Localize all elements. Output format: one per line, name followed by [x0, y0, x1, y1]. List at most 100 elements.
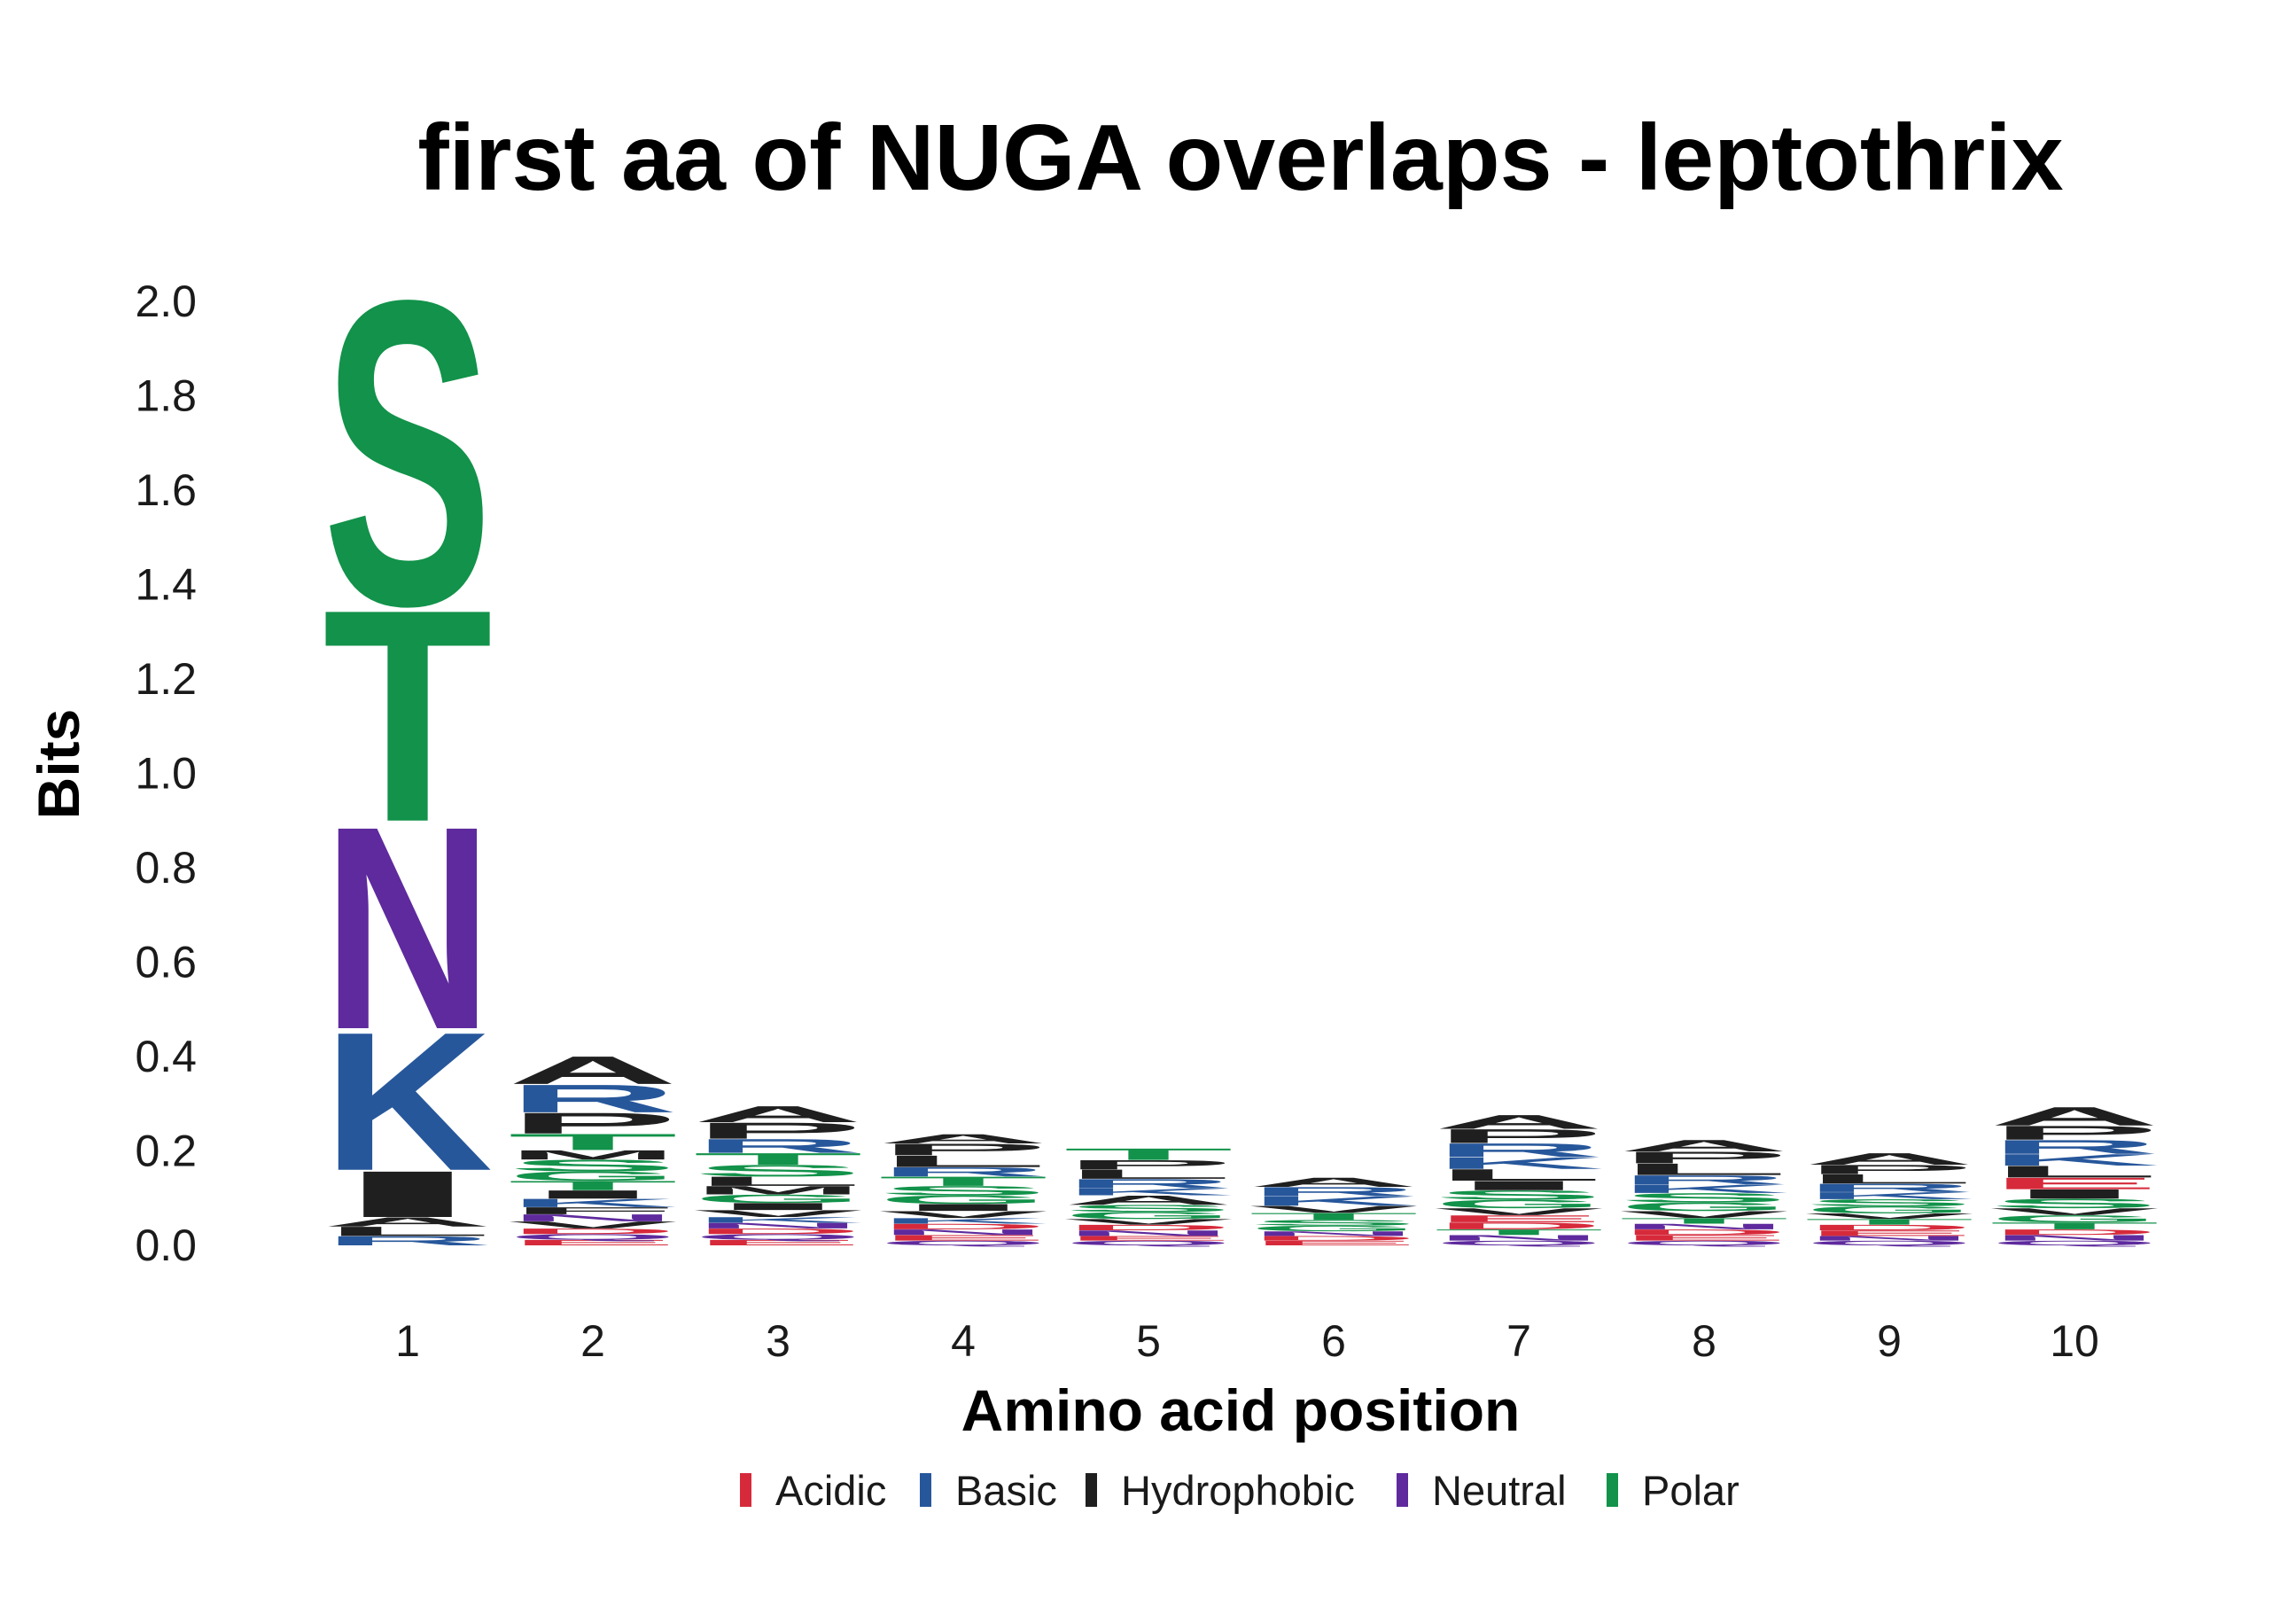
- y-tick-label: 1.2: [135, 654, 197, 704]
- y-tick-label: 0.8: [135, 843, 197, 893]
- logo-letter: S: [1063, 1203, 1234, 1213]
- logo-letter: K: [693, 1215, 863, 1224]
- logo-letter: G: [508, 1169, 678, 1184]
- logo-letter: M: [693, 1183, 863, 1197]
- logo-letter: I: [1989, 1187, 2160, 1202]
- logo-letter: A: [1989, 1102, 2160, 1131]
- logo-letter: R: [323, 1234, 493, 1249]
- x-tick-label: 4: [951, 1316, 976, 1366]
- logo-letter: T: [323, 546, 493, 885]
- logo-letter: G: [878, 1193, 1048, 1206]
- x-tick-label: 6: [1321, 1316, 1346, 1366]
- logo-letter: R: [693, 1135, 863, 1157]
- logo-letter: K: [323, 992, 493, 1213]
- legend-label-neutral: Neutral: [1432, 1467, 1567, 1514]
- logo-letter: V: [1434, 1206, 1604, 1217]
- logo-letter: D: [1804, 1223, 1974, 1232]
- logo-letter: N: [1619, 1222, 1789, 1231]
- logo-letter: N: [508, 1213, 678, 1223]
- logo-letter: R: [1989, 1135, 2160, 1158]
- logo-letter: K: [1434, 1154, 1604, 1173]
- logo-letter: A: [323, 1214, 493, 1229]
- logo-letter: K: [1063, 1186, 1234, 1197]
- logo-letter: A: [1804, 1150, 1974, 1168]
- logo-letter: V: [878, 1209, 1048, 1220]
- logo-letter: G: [1804, 1205, 1974, 1215]
- legend-swatch-acidic: [740, 1473, 751, 1507]
- logo-letter: E: [1063, 1235, 1234, 1242]
- y-tick-label: 1.0: [135, 749, 197, 799]
- logo-letter: Q: [1989, 1239, 2160, 1246]
- y-tick-label: 1.4: [135, 560, 197, 610]
- logo-letter: A: [1619, 1136, 1789, 1155]
- logo-letter: L: [1619, 1160, 1789, 1179]
- logo-letter: G: [1249, 1224, 1419, 1233]
- logo-letter: E: [1804, 1228, 1974, 1237]
- logo-letter: S: [1989, 1197, 2160, 1212]
- x-tick-label: 5: [1136, 1316, 1161, 1366]
- logo-letter: Q: [693, 1233, 863, 1242]
- logo-letter: I: [323, 1158, 493, 1231]
- logo-letter: R: [508, 1077, 678, 1121]
- logo-letter: S: [508, 1157, 678, 1175]
- logo-letter: P: [1434, 1125, 1604, 1147]
- logo-letter: R: [1434, 1139, 1604, 1161]
- logo-letter: R: [1804, 1182, 1974, 1195]
- logo-letter: G: [1063, 1210, 1234, 1221]
- logo-letter: K: [1249, 1194, 1419, 1209]
- logo-letter: D: [1063, 1223, 1234, 1232]
- x-tick-label: 1: [395, 1316, 420, 1366]
- logo-letter: D: [1434, 1221, 1604, 1231]
- logo-letter: L: [1063, 1167, 1234, 1182]
- x-axis-title: Amino acid position: [961, 1377, 1521, 1443]
- logo-letter: L: [878, 1152, 1048, 1171]
- y-tick-label: 0.2: [135, 1127, 197, 1176]
- logo-letter: G: [693, 1192, 863, 1205]
- y-axis-title: Bits: [26, 709, 91, 820]
- logo-letter: L: [693, 1174, 863, 1190]
- logo-letter: L: [1804, 1172, 1974, 1187]
- logo-letter: S: [323, 211, 493, 697]
- logo-letter: K: [508, 1197, 678, 1210]
- logo-letter: D: [1249, 1235, 1419, 1242]
- logo-letter: K: [878, 1216, 1048, 1225]
- x-tick-label: 8: [1692, 1316, 1716, 1366]
- logo-letter: F: [508, 1205, 678, 1216]
- logo-stacks: RLAIKNTSEQDVNFKITGSMTPRAEQDNKVIGMLSTRPAQ…: [323, 211, 2160, 1248]
- logo-letter: R: [1063, 1176, 1234, 1191]
- logo-letter: P: [693, 1118, 863, 1143]
- logo-letter: E: [508, 1238, 678, 1247]
- logo-letter: P: [1989, 1122, 2160, 1144]
- y-tick-label: 0.6: [135, 938, 197, 987]
- logo-letter: P: [1063, 1158, 1234, 1173]
- legend-label-basic: Basic: [955, 1467, 1057, 1514]
- logo-letter: N: [1249, 1230, 1419, 1237]
- logo-letter: P: [1619, 1149, 1789, 1167]
- logo-letter: A: [693, 1102, 863, 1127]
- logo-letter: M: [508, 1148, 678, 1163]
- logo-letter: N: [1989, 1234, 2160, 1243]
- logo-letter: E: [1249, 1239, 1419, 1246]
- y-tick-label: 1.6: [135, 465, 197, 515]
- logo-letter: V: [1804, 1212, 1974, 1221]
- x-tick-label: 2: [580, 1316, 605, 1366]
- logo-letter: V: [508, 1220, 678, 1230]
- logo-letter: K: [1989, 1150, 2160, 1169]
- logo-letter: T: [508, 1129, 678, 1155]
- y-axis-ticks: 0.0 0.2 0.4 0.6 0.8 1.0 1.2 1.4 1.6 1.8 2.0: [135, 277, 197, 1270]
- legend-swatch-polar: [1607, 1473, 1618, 1507]
- logo-letter: N: [1804, 1235, 1974, 1242]
- logo-letter: V: [1989, 1206, 2160, 1217]
- x-tick-label: 9: [1877, 1316, 1902, 1366]
- logo-letter: A: [1249, 1175, 1419, 1190]
- logo-letter: P: [508, 1107, 678, 1140]
